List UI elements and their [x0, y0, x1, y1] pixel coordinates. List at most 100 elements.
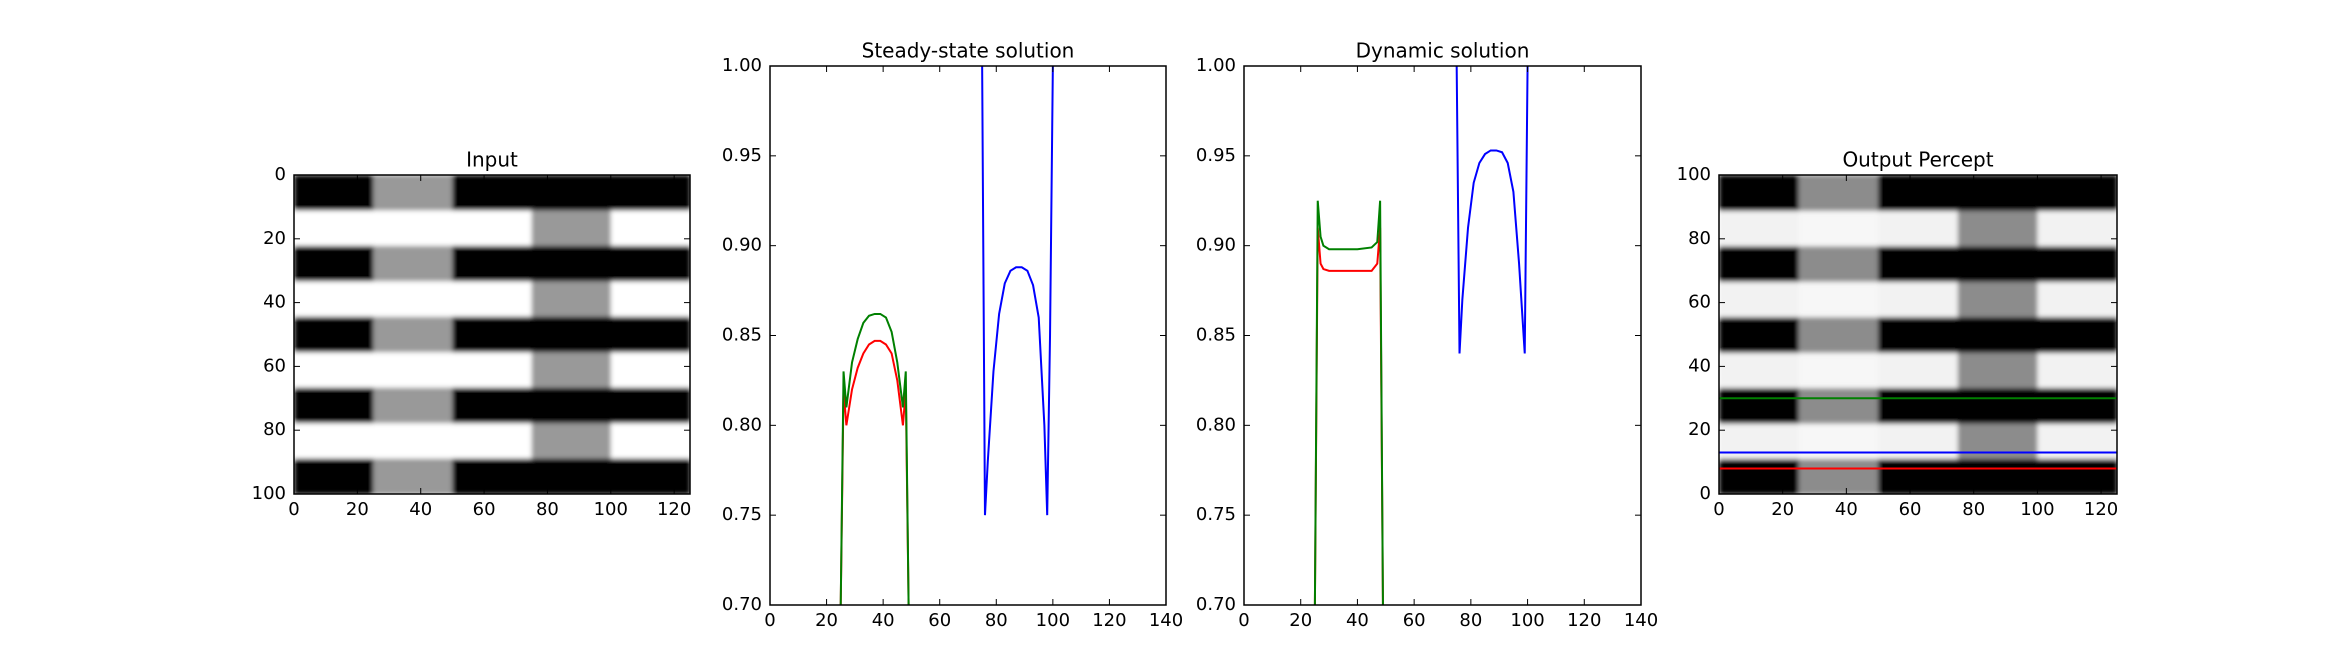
pixel-cell [1957, 387, 2038, 424]
y-tick-label: 0.70 [1196, 594, 1236, 615]
pixel-cell [1719, 458, 1800, 494]
pixel-cell [1957, 458, 2038, 494]
y-tick-label: 80 [263, 419, 286, 440]
pixel-cell [1798, 352, 1879, 389]
pixel-cell [2037, 423, 2117, 460]
pixel-cell [1957, 210, 2038, 247]
series-line [1313, 200, 1384, 605]
pixel-cell [1878, 458, 1959, 494]
pixel-cell [1798, 423, 1879, 460]
x-tick-label: 100 [594, 499, 628, 520]
pixel-cell [373, 352, 453, 389]
x-tick-label: 20 [1771, 499, 1794, 520]
y-tick-label: 0.80 [1196, 414, 1236, 435]
x-tick-label: 20 [1289, 610, 1312, 631]
pixel-cell [294, 316, 374, 353]
pixel-cell [452, 423, 533, 460]
y-tick-label: 0.75 [1196, 504, 1236, 525]
y-tick-label: 100 [1677, 164, 1711, 185]
x-tick-label: 0 [288, 499, 299, 520]
pixel-cell [1957, 281, 2038, 318]
x-tick-label: 120 [2084, 499, 2118, 520]
y-tick-label: 60 [1688, 292, 1711, 313]
pixel-cell [610, 210, 690, 247]
y-tick-label: 0.75 [722, 504, 762, 525]
pixel-cell [452, 387, 533, 424]
pixel-cell [294, 458, 374, 494]
pixel-cell [1719, 210, 1800, 247]
x-tick-label: 100 [1510, 610, 1544, 631]
pixel-cell [1957, 352, 2038, 389]
y-tick-label: 0.95 [1196, 145, 1236, 166]
pixel-cell [373, 387, 453, 424]
pixel-cell [1798, 458, 1879, 494]
pixel-cell [452, 245, 533, 282]
lines [839, 66, 1054, 605]
x-tick-label: 120 [657, 499, 691, 520]
pixel-cell [294, 245, 374, 282]
pixel-cell [2037, 245, 2117, 282]
x-tick-label: 60 [473, 499, 496, 520]
x-tick-label: 80 [536, 499, 559, 520]
image [294, 175, 690, 494]
panel: Dynamic solution 0 20 40 60 80 100 120 140 0.70 0.… [1196, 39, 1658, 632]
pixel-cell [531, 316, 612, 353]
y-tick-label: 60 [263, 355, 286, 376]
pixel-cell [1957, 316, 2038, 353]
y-tick-label: 0.95 [722, 145, 762, 166]
pixel-cell [373, 281, 453, 318]
pixel-cell [610, 423, 690, 460]
x-tick-label: 80 [1962, 499, 1985, 520]
y-tick-label: 0.70 [722, 594, 762, 615]
pixel-cell [610, 352, 690, 389]
pixel-cell [2037, 175, 2117, 211]
pixel-cell [1719, 316, 1800, 353]
image-cells [1719, 175, 2117, 494]
series-line [981, 66, 1054, 516]
axes-frame [1718, 174, 2118, 495]
pixel-cell [294, 352, 374, 389]
panel: Output Percept 0 20 40 60 80 100 120 0 20 40 60 80 10… [1677, 148, 2119, 521]
series-line [1313, 227, 1384, 605]
image [1719, 175, 2117, 494]
x-tick-label: 40 [409, 499, 432, 520]
pixel-cell [1798, 316, 1879, 353]
x-tick-label: 20 [815, 610, 838, 631]
pixel-cell [1878, 281, 1959, 318]
y-tick-label: 0.90 [722, 235, 762, 256]
x-tick-label: 80 [985, 610, 1008, 631]
pixel-cell [2037, 458, 2117, 494]
pixel-cell [373, 316, 453, 353]
pixel-cell [1798, 281, 1879, 318]
y-tick-label: 0 [1700, 483, 1711, 504]
x-tick-label: 80 [1459, 610, 1482, 631]
series-line [1455, 66, 1529, 354]
pixel-cell [610, 387, 690, 424]
image-cells [294, 175, 690, 494]
x-tick-label: 0 [1238, 610, 1249, 631]
pixel-cell [1957, 175, 2038, 211]
panel-title: Dynamic solution [1356, 39, 1530, 63]
y-tick-label: 0.80 [722, 414, 762, 435]
pixel-cell [531, 281, 612, 318]
pixel-cell [1719, 281, 1800, 318]
y-tick-label: 0.85 [1196, 325, 1236, 346]
panel: Steady-state solution 0 20 40 60 80 100 120 140 0… [722, 39, 1183, 632]
series-line [839, 312, 910, 605]
pixel-cell [531, 423, 612, 460]
y-tick-label: 100 [252, 483, 286, 504]
x-tick-label: 100 [1036, 610, 1070, 631]
pixel-cell [610, 458, 690, 494]
y-tick-label: 20 [1688, 419, 1711, 440]
pixel-cell [1878, 245, 1959, 282]
lines [1313, 66, 1529, 605]
pixel-cell [2037, 352, 2117, 389]
x-tick-label: 60 [1403, 610, 1426, 631]
pixel-cell [452, 352, 533, 389]
pixel-cell [1798, 387, 1879, 424]
pixel-cell [1719, 175, 1800, 211]
pixel-cell [2037, 316, 2117, 353]
pixel-cell [1878, 423, 1959, 460]
pixel-cell [2037, 387, 2117, 424]
